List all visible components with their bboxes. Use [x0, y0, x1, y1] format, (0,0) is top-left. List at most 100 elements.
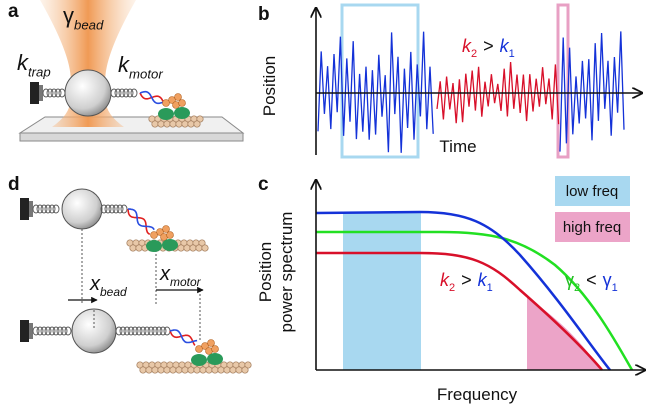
spring-coil — [40, 326, 48, 336]
spring-coil — [60, 326, 68, 336]
motor-domain — [195, 345, 203, 353]
spring-coil — [143, 326, 151, 336]
tubulin — [193, 366, 201, 374]
motor-domain — [156, 228, 164, 236]
y-axis-title: Position — [256, 242, 275, 302]
tubulin — [223, 366, 231, 374]
legend-swatch — [555, 176, 630, 206]
legend-swatch — [555, 212, 630, 242]
spring-coil — [44, 204, 52, 214]
subscript: motor — [129, 67, 163, 82]
tubulin — [217, 366, 225, 374]
motor-domain — [150, 231, 158, 239]
stage-edge — [19, 132, 244, 142]
motor-domain — [168, 96, 176, 104]
panel-label: b — [258, 4, 270, 25]
motor-head — [174, 107, 190, 119]
spring-coil — [159, 326, 167, 336]
tubulin — [183, 244, 191, 252]
subscript: 1 — [487, 282, 493, 294]
stage — [18, 116, 245, 134]
red-curve — [316, 251, 603, 371]
trap-wall — [20, 320, 29, 342]
motor-head — [158, 108, 174, 120]
spring-coil — [46, 88, 54, 98]
x-motor-label: xmotor — [159, 263, 202, 289]
motor-domain — [174, 93, 182, 101]
spring-coil — [40, 204, 48, 214]
subscript: trap — [28, 65, 51, 80]
tubulin — [187, 366, 195, 374]
symbol: x — [159, 263, 171, 285]
tubulin — [205, 366, 213, 374]
panel-label: d — [8, 174, 20, 195]
spring-coil — [155, 326, 163, 336]
trap-wall — [30, 82, 39, 104]
tubulin — [145, 366, 153, 374]
symbol: k — [440, 270, 450, 290]
tubulin — [189, 244, 197, 252]
spring-coil — [147, 326, 155, 336]
motor-domain — [207, 339, 215, 347]
spring-coil — [32, 204, 40, 214]
subscript: 1 — [509, 48, 515, 60]
legend-label: low freq — [566, 183, 619, 200]
low-freq-band — [343, 213, 421, 370]
motor-domain — [201, 342, 209, 350]
tubulin — [151, 366, 159, 374]
spring-coil — [48, 204, 56, 214]
dna-strand — [139, 90, 168, 105]
symbol: k — [118, 52, 130, 77]
spring-coil — [122, 88, 130, 98]
operator: > — [483, 36, 494, 56]
spring-coil — [118, 88, 126, 98]
motor-head — [162, 239, 178, 251]
spring-coil — [50, 88, 58, 98]
symbol: γ — [603, 270, 612, 290]
panel-c: low freq high freq c Position power spec… — [256, 174, 645, 404]
tubulin — [193, 120, 201, 128]
spring-coil — [110, 88, 118, 98]
tubulin — [187, 120, 195, 128]
subscript: bead — [74, 18, 104, 33]
tubulin — [169, 120, 177, 128]
tubulin — [211, 366, 219, 374]
spring-coil — [139, 326, 147, 336]
motor-head — [207, 353, 223, 365]
spring-coil — [42, 88, 50, 98]
spring-coil — [135, 326, 143, 336]
tubulin — [195, 244, 203, 252]
spring-coil — [131, 326, 139, 336]
position-trace — [436, 62, 560, 125]
symbol: γ — [565, 270, 574, 290]
spring-coil — [123, 326, 131, 336]
spring-coil — [104, 204, 112, 214]
tubulin — [129, 244, 137, 252]
symbol: k — [500, 36, 510, 56]
blue-curve — [315, 210, 611, 371]
tubulin — [163, 120, 171, 128]
spring-coil — [127, 326, 135, 336]
motor-domain — [166, 231, 174, 239]
tubulin — [229, 366, 237, 374]
tubulin — [169, 366, 177, 374]
tubulin — [241, 366, 249, 374]
spring-coil — [36, 204, 44, 214]
motor-domain — [211, 345, 219, 353]
subscript: motor — [170, 275, 202, 289]
spring-coil — [119, 326, 127, 336]
tubulin — [199, 366, 207, 374]
x-axis-title: Time — [439, 137, 476, 156]
subscript: bead — [100, 285, 127, 299]
tubulin — [151, 120, 159, 128]
relation: k2 > k1 — [440, 270, 493, 294]
spring-coil — [116, 204, 124, 214]
dna-strand — [127, 208, 151, 235]
motor-domain — [178, 99, 186, 107]
bead — [64, 69, 112, 117]
y-axis-title: power spectrum — [277, 212, 296, 333]
tubulin — [177, 244, 185, 252]
panel-label: c — [258, 174, 269, 195]
